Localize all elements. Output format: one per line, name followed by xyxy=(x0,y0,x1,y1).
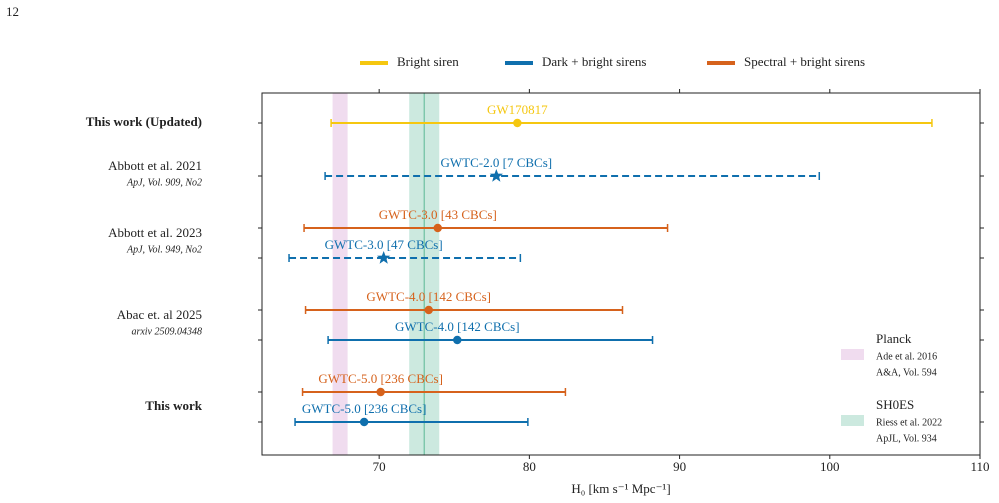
point-label: GWTC-5.0 [236 CBCs] xyxy=(318,371,443,386)
point xyxy=(376,387,385,397)
band-legend-ref: Ade et al. 2016 xyxy=(876,351,937,362)
x-tick-label: 100 xyxy=(820,459,840,474)
point-label: GWTC-2.0 [7 CBCs] xyxy=(441,155,553,170)
point-star xyxy=(377,251,391,264)
x-tick-label: 110 xyxy=(970,459,989,474)
point-label: GW170817 xyxy=(487,102,548,117)
band-legend-name: Planck xyxy=(876,331,912,346)
point-label: GWTC-3.0 [47 CBCs] xyxy=(325,237,443,252)
band-legend-ref: ApJL, Vol. 934 xyxy=(876,433,937,444)
row-label: Abac et. al 2025 xyxy=(117,307,202,322)
row-sublabel: ApJ, Vol. 949, No2 xyxy=(126,244,202,255)
band xyxy=(332,93,348,455)
row-label: This work (Updated) xyxy=(86,114,202,129)
point xyxy=(433,223,442,233)
point xyxy=(359,417,369,427)
x-axis-label: H₀ [km s⁻¹ Mpc⁻¹] xyxy=(571,481,670,496)
page-number: 12 xyxy=(6,4,19,19)
row-sublabel: arxiv 2509.04348 xyxy=(131,326,202,337)
row-label: This work xyxy=(145,398,202,413)
plot-frame xyxy=(261,92,981,456)
legend-label: Dark + bright sirens xyxy=(542,54,646,69)
legend-label: Spectral + bright sirens xyxy=(744,54,865,69)
point xyxy=(513,118,522,128)
band-legend-swatch xyxy=(841,349,864,360)
point xyxy=(453,335,462,345)
band-legend-name: SH0ES xyxy=(876,397,914,412)
legend-label: Bright siren xyxy=(397,54,459,69)
band-legend-ref: Riess et al. 2022 xyxy=(876,417,942,428)
point xyxy=(424,305,433,315)
row-label: Abbott et al. 2023 xyxy=(108,225,202,240)
band-legend-ref: A&A, Vol. 594 xyxy=(876,367,937,378)
row-sublabel: ApJ, Vol. 909, No2 xyxy=(126,177,202,188)
row-label: Abbott et al. 2021 xyxy=(108,158,202,173)
x-tick-label: 70 xyxy=(373,459,386,474)
x-tick-label: 90 xyxy=(673,459,686,474)
point-label: GWTC-3.0 [43 CBCs] xyxy=(379,207,497,222)
x-tick-label: 80 xyxy=(523,459,536,474)
point-label: GWTC-5.0 [236 CBCs] xyxy=(302,401,427,416)
point-star xyxy=(489,169,503,182)
point-label: GWTC-4.0 [142 CBCs] xyxy=(366,289,491,304)
band-legend-swatch xyxy=(841,415,864,426)
point-label: GWTC-4.0 [142 CBCs] xyxy=(395,319,520,334)
